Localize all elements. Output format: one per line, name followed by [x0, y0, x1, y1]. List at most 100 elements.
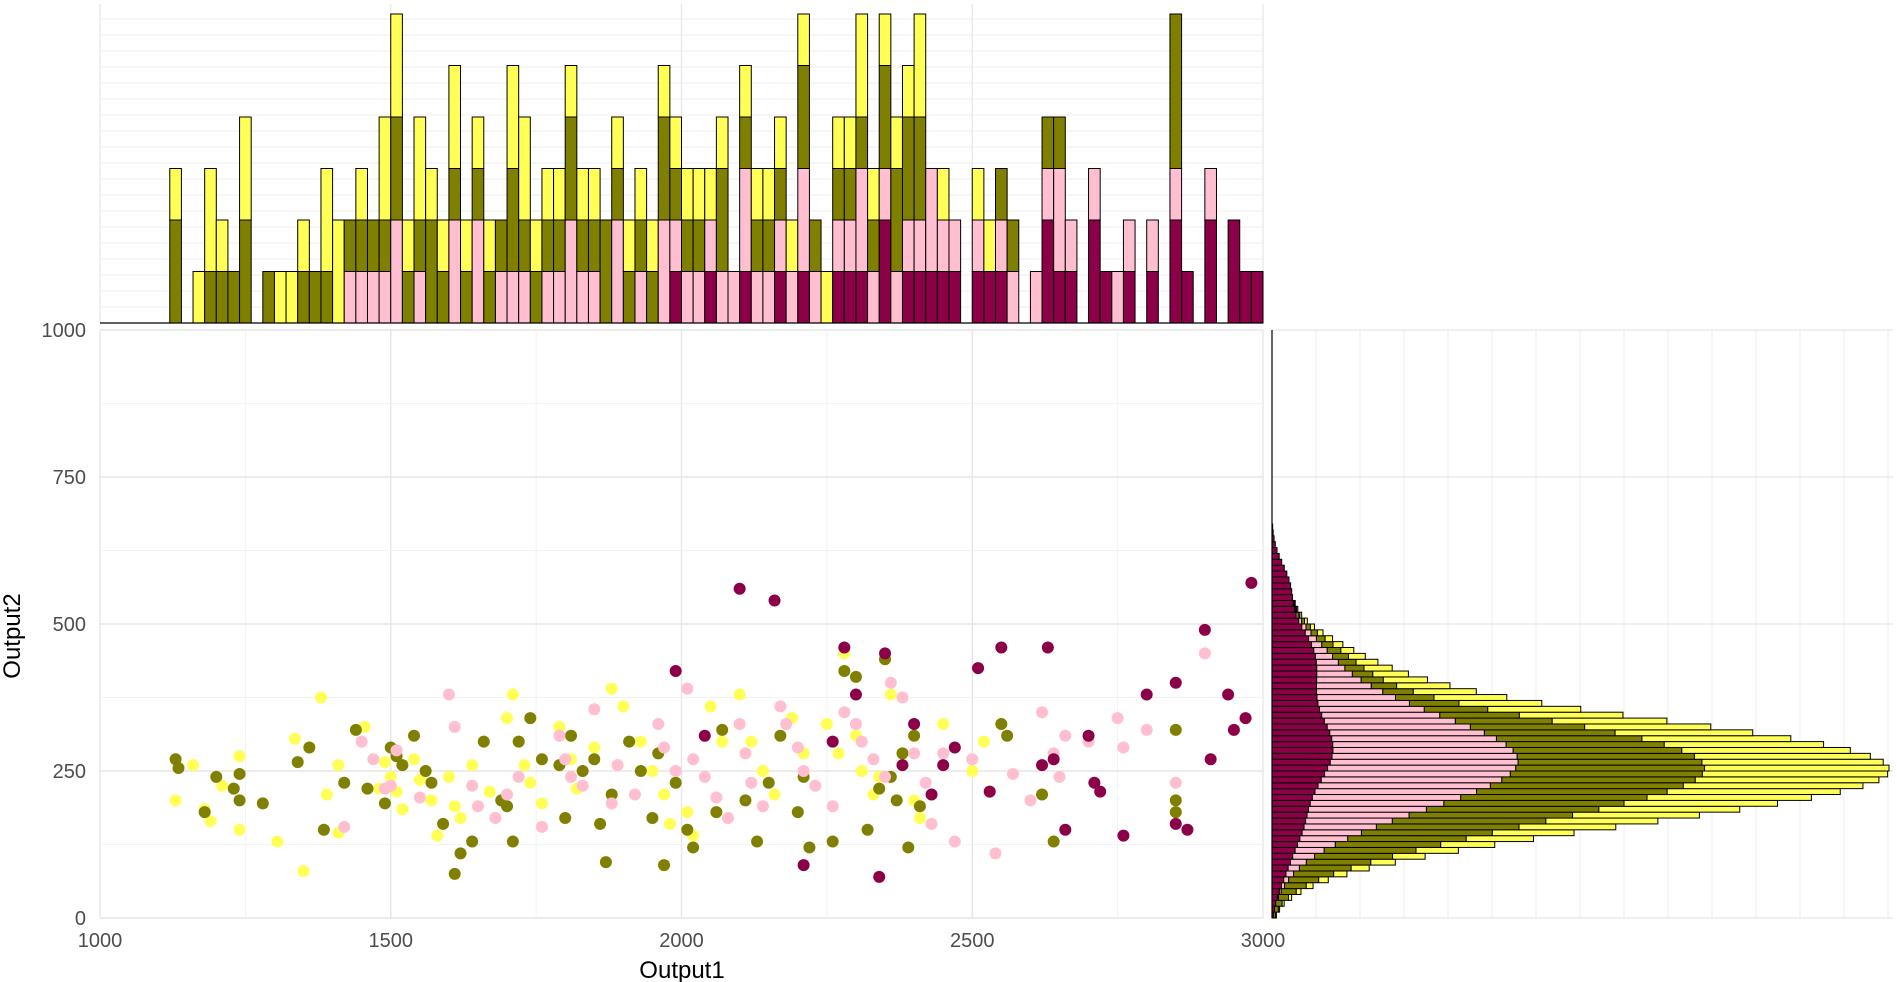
top-histogram-bar [808, 271, 822, 324]
top-histogram-bar [1029, 271, 1043, 324]
top-histogram-bar [774, 116, 787, 169]
scatter-point [367, 753, 380, 766]
scatter-point [396, 759, 409, 772]
scatter-point [448, 867, 461, 880]
scatter-point [797, 859, 810, 872]
top-histogram-bar [634, 168, 648, 221]
top-histogram-bar [843, 168, 857, 221]
right-histogram-bar [1327, 764, 1517, 772]
scatter-point [524, 712, 537, 725]
top-histogram-bar [506, 271, 520, 324]
right-histogram-bar [1275, 911, 1277, 919]
y-tick-label: 1000 [42, 320, 87, 342]
right-histogram-bar [1271, 764, 1329, 772]
scatter-point [565, 729, 578, 742]
scatter-point [332, 759, 345, 772]
right-histogram-bar [1271, 752, 1333, 760]
top-histogram-bar [343, 271, 357, 324]
top-histogram-bar [1053, 168, 1066, 272]
top-histogram-bar [855, 116, 869, 169]
scatter-point [658, 741, 671, 754]
right-histogram-bar [1572, 811, 1700, 819]
top-histogram-bar [704, 271, 717, 324]
right-histogram-bar [1433, 694, 1508, 701]
y-tick-label: 250 [53, 761, 86, 783]
scatter-point [1204, 753, 1217, 766]
scatter-point [687, 841, 700, 854]
scatter-point [559, 812, 572, 825]
right-histogram-bar [1701, 770, 1889, 778]
scatter-point [419, 765, 432, 777]
right-histogram-bar [1326, 723, 1471, 731]
scatter-point [809, 779, 822, 792]
scatter-points [169, 576, 1258, 883]
top-histogram-bar [890, 271, 903, 324]
x-tick-label: 1000 [78, 930, 123, 952]
top-histogram-bar [320, 271, 334, 324]
top-histogram-bar [366, 219, 380, 272]
right-histogram-bar [1304, 629, 1312, 637]
scatter-point [873, 782, 886, 795]
scatter-point [535, 753, 548, 766]
scatter-point [704, 700, 717, 713]
right-histogram-bar [1363, 664, 1393, 672]
top-histogram-bar [587, 271, 601, 324]
top-histogram-bar [762, 271, 776, 324]
scatter-point [466, 779, 479, 792]
top-histogram-bar [413, 271, 427, 324]
scatter-point [227, 782, 240, 795]
top-histogram-bar [913, 271, 927, 324]
right-histogram-bar [1292, 852, 1316, 860]
scatter-point [384, 770, 397, 783]
top-histogram-bar [239, 219, 252, 324]
scatter-point [413, 773, 426, 786]
scatter-point [652, 717, 665, 730]
scatter-point [233, 767, 246, 780]
right-histogram-bar [1318, 876, 1329, 884]
scatter-point [948, 741, 961, 754]
top-histogram-bar [448, 168, 462, 221]
top-histogram-bar [1250, 271, 1264, 324]
scatter-point [454, 847, 467, 860]
scatter-point [518, 759, 531, 772]
right-histogram-bar [1271, 641, 1313, 649]
top-histogram-bar [553, 219, 566, 272]
top-histogram-bar [576, 271, 589, 324]
right-histogram-bar [1372, 670, 1409, 678]
scatter-point [646, 765, 659, 777]
top-histogram-bar [413, 116, 427, 221]
right-histogram-bar [1423, 705, 1489, 713]
scatter-point [896, 691, 909, 704]
scatter-point [716, 723, 729, 736]
top-histogram-bar [401, 271, 415, 324]
top-histogram-bar [843, 116, 857, 169]
right-histogram-bar [1316, 629, 1324, 637]
y-axis-title: Output2 [0, 593, 26, 678]
right-histogram-bar [1280, 888, 1297, 895]
right-histogram-bar [1320, 776, 1503, 784]
top-histogram-bar [669, 219, 682, 272]
scatter-point [198, 806, 211, 819]
top-histogram-bar [308, 271, 322, 324]
scatter-point [408, 753, 421, 766]
right-histogram-bar [1271, 547, 1278, 554]
top-histogram-bar [971, 219, 985, 272]
scatter-point [413, 791, 426, 804]
right-histogram-bar [1323, 717, 1456, 725]
scatter-point [948, 835, 961, 848]
top-histogram-bar [413, 219, 427, 272]
scatter-point [599, 856, 612, 869]
top-histogram-bar [460, 219, 473, 272]
top-histogram-bar [995, 219, 1008, 272]
right-histogram-bar [1299, 611, 1303, 619]
scatter-point [501, 800, 514, 813]
right-histogram-bar [1271, 588, 1293, 596]
scatter-point [820, 717, 833, 730]
top-histogram [100, 13, 1264, 324]
right-histogram-bar [1704, 764, 1890, 772]
top-histogram-bar [529, 271, 543, 324]
right-histogram-bar [1332, 741, 1507, 748]
top-histogram-bar [541, 219, 555, 272]
top-histogram-bar [239, 116, 252, 221]
